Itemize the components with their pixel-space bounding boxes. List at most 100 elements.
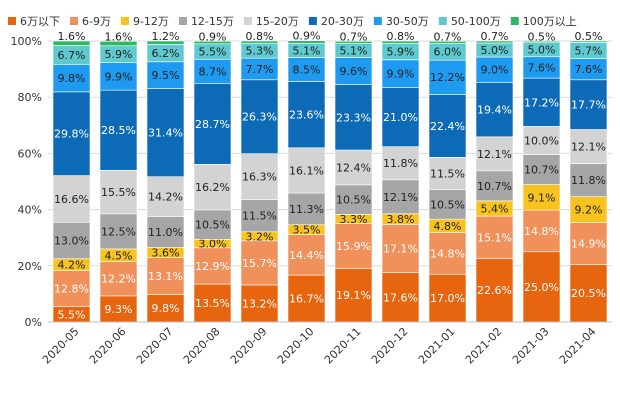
data-label: 13.1% (148, 270, 183, 283)
bar-segment-2020-07-4 (146, 176, 185, 217)
bar-segment-2020-06-3 (99, 213, 138, 250)
x-tick-label: 2020-12 (369, 325, 411, 367)
data-label: 11.8% (571, 174, 606, 187)
bar-column-2020-07: 9.8% 13.1% 3.6% 11.0% 14.2% 31.4% 9.5% 6.2% 1.2% (146, 30, 185, 323)
data-label: 9.2% (575, 204, 603, 217)
data-label: 12.2% (430, 71, 465, 84)
x-axis: 2020-05 2020-06 2020-07 2020-08 2020-09 2020-… (40, 321, 612, 367)
bar-segment-2021-01-5 (428, 94, 467, 158)
data-label: 3.5% (293, 224, 321, 237)
data-label: 20.5% (571, 287, 606, 300)
data-label: 26.3% (242, 111, 277, 124)
legend: 6万以下 6-9万 9-12万 12-15万 15-20万 20-30万 30-50万 50-… (8, 15, 577, 28)
data-label: 3.0% (199, 238, 227, 251)
data-label: 14.9% (571, 237, 606, 250)
bar-column-2020-11: 19.1% 15.9% 3.3% 10.5% 12.4% 23.3% 9.6% 5.1%0.7… (334, 30, 373, 323)
bar-segment-2020-09-1 (240, 240, 279, 286)
legend-item-2: 9-12万 (120, 15, 169, 28)
data-label: 3.8% (387, 213, 415, 226)
bar-segment-2020-07-6 (146, 61, 185, 89)
data-label: 0.5% (575, 30, 603, 43)
data-label: 17.6% (383, 291, 418, 304)
bar-column-2020-05: 5.5% 12.8% 4.2% 13.0% 16.6% 29.8% 9.8% 6.7% 1.6% (52, 30, 91, 323)
data-label: 14.4% (289, 249, 324, 262)
legend-label: 9-12万 (133, 15, 169, 28)
data-label: 15.9% (336, 240, 371, 253)
data-label: 10.5% (430, 198, 465, 211)
data-label: 9.5% (152, 69, 180, 82)
data-label: 7.6% (575, 63, 603, 76)
legend-swatch (120, 17, 129, 25)
data-label: 19.4% (477, 104, 512, 117)
data-label: 14.8% (430, 247, 465, 260)
x-tick-label: 2020-10 (275, 325, 317, 367)
bar-column-2020-10: 16.7% 14.4% 3.5% 11.3% 16.1% 23.6% 8.5% 5.1%0.9… (287, 30, 326, 323)
bar-segment-2020-12-3 (381, 179, 420, 215)
legend-swatch (243, 17, 252, 25)
x-tick-label: 2020-05 (40, 325, 82, 367)
legend-label: 6-9万 (82, 15, 111, 28)
bar-segment-2021-01-0 (428, 273, 467, 323)
legend-swatch (510, 17, 519, 25)
y-tick-label: 60% (18, 147, 42, 160)
data-label: 0.5% (528, 30, 556, 43)
bar-segment-2020-08-5 (193, 83, 232, 165)
bar-segment-2020-12-5 (381, 87, 420, 147)
data-label: 9.0% (481, 64, 509, 77)
bar-segment-2020-09-4 (240, 153, 279, 200)
bar-segment-2021-03-4 (522, 126, 561, 155)
bar-segment-2020-08-8 (193, 40, 232, 45)
data-label: 1.2% (152, 30, 180, 43)
data-label: 6.7% (58, 49, 86, 62)
bar-segment-2020-05-8 (52, 40, 91, 46)
bar-column-2021-04: 20.5% 14.9% 9.2% 11.8% 12.1% 17.7% 7.6% 5.7%0.5… (569, 30, 608, 323)
bar-segment-2020-08-1 (193, 247, 232, 285)
data-label: 23.3% (336, 111, 371, 124)
data-label: 9.3% (105, 303, 133, 316)
data-label: 5.5% (58, 308, 86, 321)
bar-segment-2021-01-8 (428, 40, 467, 44)
data-label: 0.7% (481, 30, 509, 43)
bar-column-2020-08: 13.5% 12.9% 3.0% 10.5% 16.2% 28.7% 8.7% 5.5% 0.9… (193, 30, 232, 323)
data-label: 0.8% (246, 30, 274, 43)
data-label: 9.6% (340, 65, 368, 78)
bar-segment-2021-03-5 (522, 77, 561, 127)
data-label: 6.2% (152, 47, 180, 60)
x-tick-label: 2020-07 (134, 325, 176, 367)
bar-segment-2020-09-8 (240, 40, 279, 44)
data-label: 12.2% (101, 273, 136, 286)
data-label: 9.9% (105, 70, 133, 83)
legend-item-7: 50-100万 (438, 15, 501, 28)
bar-segment-2020-08-6 (193, 58, 232, 85)
bar-segment-2020-05-5 (52, 91, 91, 176)
data-label: 17.0% (430, 292, 465, 305)
legend-item-1: 6-9万 (70, 15, 111, 28)
data-label: 3.6% (152, 247, 180, 260)
legend-label: 20-30万 (321, 15, 364, 28)
data-label: 10.0% (524, 134, 559, 147)
bar-segment-2020-05-4 (52, 175, 91, 223)
data-label: 22.4% (430, 120, 465, 133)
bar-segment-2020-11-8 (334, 40, 373, 44)
bar-segment-2021-04-8 (569, 40, 608, 43)
data-label: 11.0% (148, 226, 183, 239)
x-tick-label: 2020-09 (228, 325, 270, 367)
data-label: 5.5% (199, 46, 227, 59)
data-label: 12.1% (571, 141, 606, 154)
bar-column-2021-02: 22.6% 15.1% 5.4% 10.7% 12.1% 19.4% 9.0% 5.0%0.7… (475, 30, 514, 323)
bar-segment-2020-09-5 (240, 79, 279, 154)
data-label: 17.7% (571, 99, 606, 112)
data-label: 10.7% (524, 164, 559, 177)
bar-segment-2020-10-8 (287, 40, 326, 44)
legend-label: 12-15万 (191, 15, 234, 28)
x-tick-label: 2020-08 (181, 325, 223, 367)
data-label: 16.7% (289, 293, 324, 306)
data-label: 12.4% (336, 161, 371, 174)
bar-segment-2020-12-1 (381, 224, 420, 273)
data-label: 12.1% (477, 148, 512, 161)
data-label: 5.1% (293, 44, 321, 57)
data-label: 0.7% (434, 30, 462, 43)
bar-segment-2021-03-1 (522, 209, 561, 253)
data-label: 16.3% (242, 171, 277, 184)
